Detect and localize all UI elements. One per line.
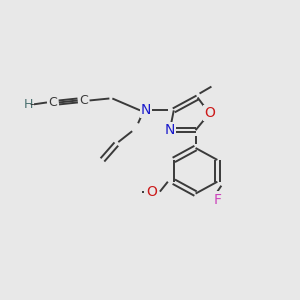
Text: -: - xyxy=(30,98,34,111)
Text: C: C xyxy=(79,94,88,107)
Text: H: H xyxy=(23,98,33,111)
Text: O: O xyxy=(146,184,158,199)
Text: N: N xyxy=(141,103,151,117)
Text: N: N xyxy=(165,123,175,137)
Text: C: C xyxy=(49,96,57,109)
Text: O: O xyxy=(204,106,215,120)
Text: F: F xyxy=(213,193,221,206)
